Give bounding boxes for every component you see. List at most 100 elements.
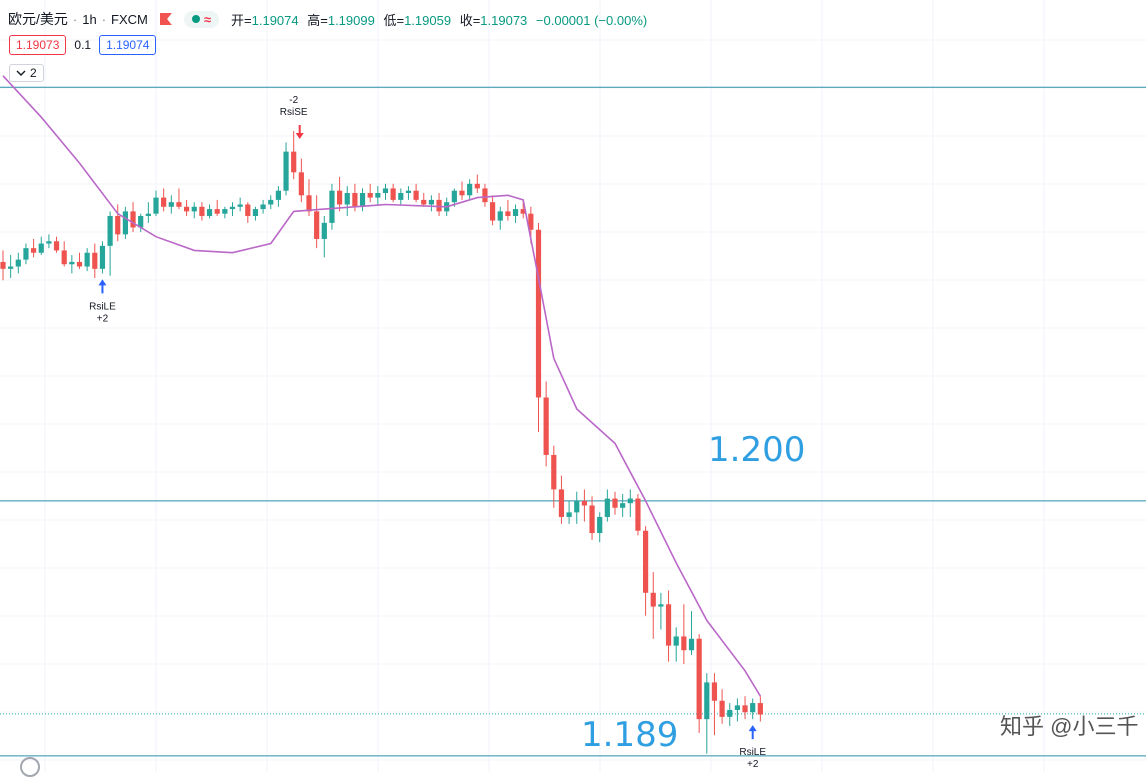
candle-body [367,193,373,198]
flag-icon[interactable] [159,13,172,25]
candle-body [375,193,381,198]
signal-quantity: +2 [97,313,109,324]
candle-body [176,202,182,207]
candle-body [329,190,335,223]
candle-body [199,206,205,216]
candle-body [451,190,457,203]
candle-body [727,709,733,717]
candle-body [512,209,519,216]
long-entry-arrow-icon [748,725,757,740]
candle-body [696,638,702,720]
candle-body [352,193,358,207]
indicators-toggle-button[interactable]: 2 [9,64,44,82]
candle-body [635,498,641,531]
candle-body [46,241,52,244]
candle-body [398,193,404,200]
candle-body [306,195,312,212]
signal-label: RsiLE [739,747,766,758]
candle-body [0,261,6,269]
candle-body [107,215,113,246]
candle-body [681,636,687,651]
high-value: 1.19099 [327,12,375,28]
market-open-dot-icon [191,15,200,23]
candle-body [53,241,60,251]
candle-body [122,211,128,235]
chevron-down-icon [16,70,26,76]
candle-body [543,397,549,455]
candle-body [535,229,542,398]
low-value: 1.19059 [404,12,452,28]
candle-body [597,516,603,534]
candle-body [76,261,83,267]
candle-body [673,636,679,646]
candle-body [551,454,557,490]
interval-label[interactable]: 1h [82,11,97,27]
candle-body [337,190,343,205]
sell-price-button[interactable]: 1.19073 [9,35,67,55]
candle-body [612,498,618,508]
level-label-low: 1.189 [581,715,679,755]
candle-body [268,199,274,205]
symbol-header: 欧元/美元 · 1h · FXCM ≈ 开=1.19074 高=1.19099 … [8,9,652,29]
spread-value: 0.1 [74,38,92,52]
long-entry-arrow-icon [98,279,107,294]
open-label: 开= [231,12,252,28]
candle-body [214,209,220,214]
candle-body [8,266,14,269]
candle-body [191,206,197,212]
candle-body [589,505,595,534]
candle-body [505,211,511,216]
wave-icon: ≈ [203,11,212,27]
candle-body [275,190,281,200]
open-value: 1.19074 [251,12,299,28]
candle-body [344,193,350,205]
quote-panel: 1.19073 0.1 1.19074 [9,35,157,55]
scroll-handle-icon[interactable] [20,757,40,777]
watermark: 知乎 @小三千 [1000,714,1139,739]
candle-body [283,151,289,191]
symbol-name[interactable]: 欧元/美元 [8,11,68,27]
candle-body [719,700,725,717]
candle-body [459,190,465,196]
candle-body [153,197,159,214]
candle-body [69,261,75,265]
candle-body [15,259,21,267]
market-status-badge[interactable]: ≈ [183,10,220,28]
signal-quantity: +2 [747,759,759,770]
candle-body [168,202,174,207]
candle-body [558,489,565,517]
moving-average-line [2,75,762,697]
candle-body [321,222,327,239]
candle-body [382,188,389,193]
candle-body [222,209,228,214]
candle-body [627,498,633,504]
level-label-high: 1.200 [708,430,806,470]
candle-body [704,682,710,720]
candle-body [61,250,67,265]
candle-body [92,252,98,269]
candle-body [490,202,496,221]
low-label: 低= [383,12,405,28]
candle-body [359,193,366,207]
candle-body [643,530,649,593]
candle-body [421,199,427,205]
candle-body [497,211,503,221]
candle-body [711,682,718,701]
candle-body [260,204,266,210]
signal-label: RsiLE [89,301,116,312]
candle-body [237,204,243,207]
candle-body [474,183,480,189]
high-label: 高= [307,12,328,28]
buy-price-button[interactable]: 1.19074 [99,35,157,55]
candle-body [742,705,748,713]
close-value: 1.19073 [480,12,528,28]
candle-body [115,215,121,235]
change-value: −0.00001 (−0.00%) [535,12,648,28]
candle-body [757,703,763,715]
candle-body [252,209,259,216]
candle-body [84,252,90,267]
candle-body [750,703,756,713]
candle-body [291,151,297,173]
candle-body [206,209,213,216]
